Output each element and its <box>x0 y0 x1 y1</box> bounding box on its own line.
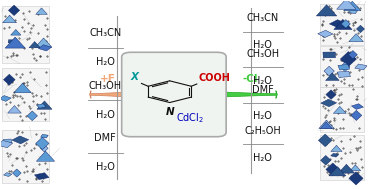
Polygon shape <box>0 96 11 101</box>
Text: H₂O: H₂O <box>254 111 272 121</box>
Polygon shape <box>338 64 350 70</box>
Polygon shape <box>8 5 20 15</box>
Text: N: N <box>165 107 174 117</box>
Polygon shape <box>3 74 15 85</box>
Text: X: X <box>131 72 139 82</box>
Polygon shape <box>326 163 340 176</box>
Text: H₂O: H₂O <box>254 153 272 163</box>
Polygon shape <box>334 19 352 29</box>
Text: DMF: DMF <box>94 133 116 143</box>
Text: CH₃CN: CH₃CN <box>247 13 279 23</box>
Text: +F: +F <box>100 74 116 84</box>
Polygon shape <box>348 9 358 14</box>
Polygon shape <box>3 139 12 143</box>
Polygon shape <box>338 164 354 173</box>
Polygon shape <box>36 8 47 14</box>
Polygon shape <box>36 151 55 161</box>
Polygon shape <box>326 90 336 99</box>
Polygon shape <box>329 20 347 28</box>
Polygon shape <box>40 145 48 152</box>
Polygon shape <box>11 29 21 35</box>
Text: H₂O: H₂O <box>254 40 272 50</box>
Text: H₂O: H₂O <box>96 57 114 67</box>
Polygon shape <box>340 62 350 71</box>
FancyBboxPatch shape <box>122 52 226 137</box>
Polygon shape <box>321 99 337 107</box>
Polygon shape <box>36 104 46 108</box>
Polygon shape <box>318 30 333 37</box>
FancyBboxPatch shape <box>321 87 364 132</box>
Polygon shape <box>35 173 49 180</box>
Polygon shape <box>35 38 52 47</box>
Polygon shape <box>341 20 350 28</box>
Polygon shape <box>349 172 363 185</box>
Polygon shape <box>0 140 13 148</box>
Polygon shape <box>40 134 48 138</box>
Polygon shape <box>357 25 364 33</box>
Text: H₂O: H₂O <box>96 162 114 172</box>
Polygon shape <box>14 83 31 93</box>
Polygon shape <box>318 134 332 147</box>
Polygon shape <box>8 40 15 43</box>
Text: -Cl: -Cl <box>242 74 258 84</box>
Polygon shape <box>331 153 339 157</box>
Polygon shape <box>316 5 337 16</box>
Polygon shape <box>326 73 339 81</box>
Polygon shape <box>349 34 364 42</box>
Text: CdCl$_2$: CdCl$_2$ <box>176 111 204 125</box>
Polygon shape <box>324 66 335 76</box>
Polygon shape <box>351 104 364 109</box>
Polygon shape <box>355 64 367 70</box>
Polygon shape <box>337 71 350 77</box>
Polygon shape <box>340 52 356 67</box>
Polygon shape <box>13 169 21 177</box>
Polygon shape <box>5 37 25 48</box>
Polygon shape <box>29 42 40 48</box>
FancyBboxPatch shape <box>321 4 364 45</box>
Polygon shape <box>36 137 49 150</box>
FancyBboxPatch shape <box>321 135 364 180</box>
Polygon shape <box>350 165 361 171</box>
Polygon shape <box>333 106 346 113</box>
Polygon shape <box>344 1 361 11</box>
Polygon shape <box>329 167 346 176</box>
Polygon shape <box>323 52 336 58</box>
Text: DMF: DMF <box>252 84 274 94</box>
Text: H₂O: H₂O <box>96 109 114 119</box>
Polygon shape <box>8 105 21 113</box>
Text: CH₃OH: CH₃OH <box>246 49 279 59</box>
Polygon shape <box>351 110 362 121</box>
Polygon shape <box>4 173 12 177</box>
Text: H₂O: H₂O <box>254 76 272 86</box>
Text: CH₃CN: CH₃CN <box>89 28 121 38</box>
Polygon shape <box>38 45 52 51</box>
FancyBboxPatch shape <box>2 6 49 63</box>
Text: COOH: COOH <box>199 73 230 83</box>
FancyBboxPatch shape <box>2 130 49 183</box>
Text: CH₃OH: CH₃OH <box>89 81 122 91</box>
Polygon shape <box>348 51 357 59</box>
FancyBboxPatch shape <box>321 46 364 87</box>
Polygon shape <box>320 122 332 129</box>
Polygon shape <box>321 156 331 165</box>
Polygon shape <box>3 15 17 23</box>
Polygon shape <box>319 120 334 129</box>
Polygon shape <box>331 145 342 151</box>
FancyBboxPatch shape <box>2 68 49 121</box>
Polygon shape <box>27 111 38 121</box>
Text: C₂H₅OH: C₂H₅OH <box>244 126 281 136</box>
Polygon shape <box>12 136 29 144</box>
Polygon shape <box>37 101 52 109</box>
Polygon shape <box>337 0 356 9</box>
